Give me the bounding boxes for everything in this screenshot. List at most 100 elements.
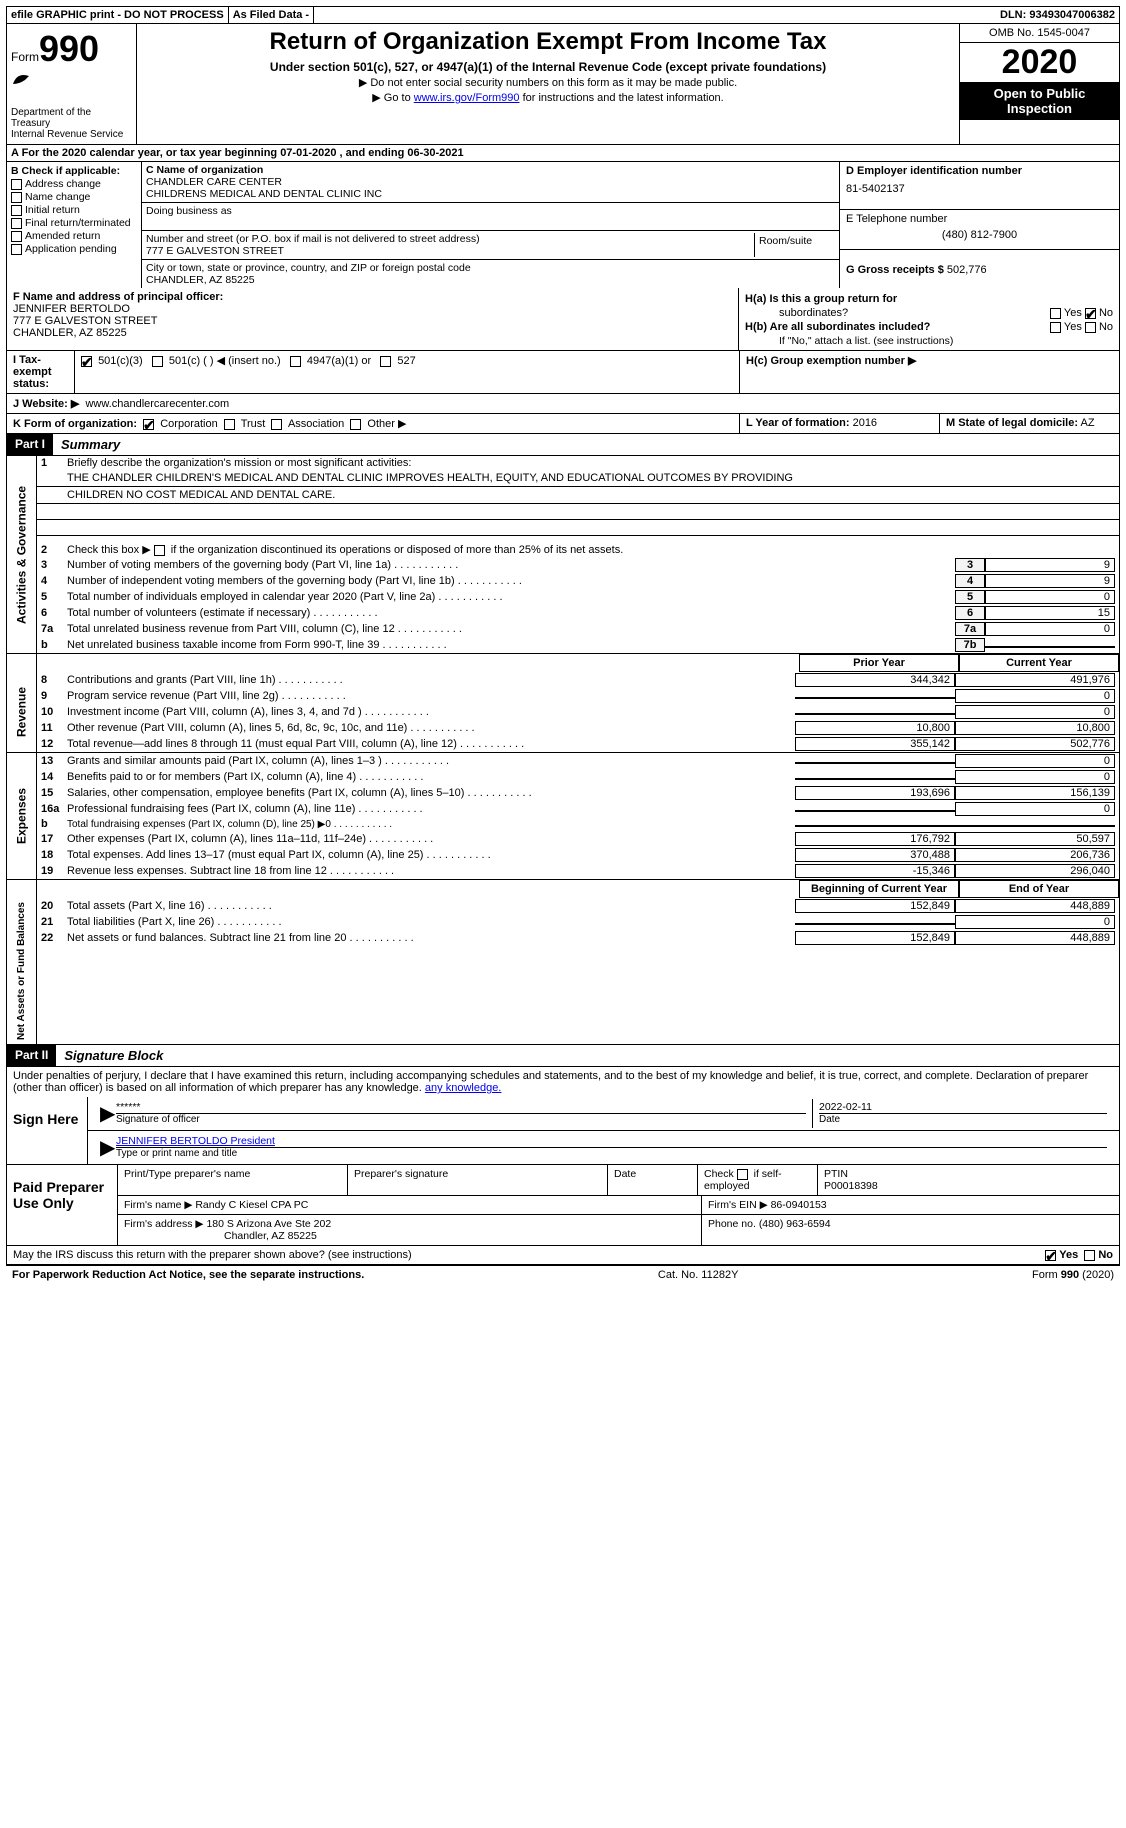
i-501c[interactable] <box>152 356 163 367</box>
gov-line-7b: bNet unrelated business taxable income f… <box>37 637 1119 653</box>
hdr-end: End of Year <box>959 880 1119 898</box>
officer-addr2: CHANDLER, AZ 85225 <box>13 327 732 339</box>
form-number: 990 <box>39 28 99 69</box>
paid-preparer-label: Paid Preparer Use Only <box>7 1165 117 1245</box>
section-deg: D Employer identification number 81-5402… <box>839 162 1119 288</box>
data-line-b: bTotal fundraising expenses (Part IX, co… <box>37 817 1119 831</box>
public-inspection: Open to Public Inspection <box>960 82 1119 120</box>
hdr-current-year: Current Year <box>959 654 1119 672</box>
check-app-pending[interactable] <box>11 244 22 255</box>
i-label: I Tax-exempt status: <box>13 354 52 390</box>
data-line-21: 21Total liabilities (Part X, line 26)0 <box>37 914 1119 930</box>
firm-phone: (480) 963-6594 <box>759 1218 831 1230</box>
knowledge-link[interactable]: any knowledge. <box>425 1082 501 1094</box>
firm-name: Randy C Kiesel CPA PC <box>195 1199 308 1211</box>
data-line-17: 17Other expenses (Part IX, column (A), l… <box>37 831 1119 847</box>
tax-year: 2020 <box>960 43 1119 82</box>
part-2-header: Part II Signature Block <box>6 1045 1120 1067</box>
data-line-13: 13Grants and similar amounts paid (Part … <box>37 753 1119 769</box>
check-self-employed[interactable] <box>737 1169 748 1180</box>
data-line-12: 12Total revenue—add lines 8 through 11 (… <box>37 736 1119 752</box>
discuss-yes[interactable] <box>1045 1250 1056 1261</box>
firm-addr1: 180 S Arizona Ave Ste 202 <box>206 1218 331 1230</box>
street-address: 777 E GALVESTON STREET <box>146 245 754 257</box>
k-other[interactable] <box>350 419 361 430</box>
room-label: Room/suite <box>755 233 835 257</box>
gov-line-7a: 7aTotal unrelated business revenue from … <box>37 621 1119 637</box>
sign-date: 2022-02-11 <box>819 1101 1107 1113</box>
as-filed: As Filed Data - <box>229 7 314 23</box>
section-h: H(a) Is this a group return for subordin… <box>739 288 1119 350</box>
side-expenses: Expenses <box>7 753 37 879</box>
ha-no[interactable] <box>1085 308 1096 319</box>
hb-yes[interactable] <box>1050 322 1061 333</box>
check-address-change[interactable] <box>11 179 22 190</box>
i-527[interactable] <box>380 356 391 367</box>
row-a-tax-year: A For the 2020 calendar year, or tax yea… <box>6 145 1120 162</box>
dept-label: Department of the Treasury Internal Reve… <box>11 107 132 140</box>
form-header: Form990 Department of the Treasury Inter… <box>6 24 1120 145</box>
org-name-2: CHILDRENS MEDICAL AND DENTAL CLINIC INC <box>146 188 835 200</box>
mission-text-2: CHILDREN NO COST MEDICAL AND DENTAL CARE… <box>37 487 1119 504</box>
officer-name-link[interactable]: JENNIFER BERTOLDO President <box>116 1135 275 1147</box>
k-corp[interactable] <box>143 419 154 430</box>
check-discontinued[interactable] <box>154 545 165 556</box>
data-line-22: 22Net assets or fund balances. Subtract … <box>37 930 1119 946</box>
top-bar: efile GRAPHIC print - DO NOT PROCESS As … <box>6 6 1120 24</box>
side-revenue: Revenue <box>7 672 37 752</box>
form-title: Return of Organization Exempt From Incom… <box>141 28 955 56</box>
ha-yes[interactable] <box>1050 308 1061 319</box>
addr-label: Number and street (or P.O. box if mail i… <box>146 233 754 245</box>
j-label: J Website: ▶ <box>13 398 79 410</box>
discuss-no[interactable] <box>1084 1250 1095 1261</box>
form-label: Form <box>11 50 39 64</box>
section-f: F Name and address of principal officer:… <box>7 288 739 350</box>
form-subtitle: Under section 501(c), 527, or 4947(a)(1)… <box>141 60 955 74</box>
firm-addr2: Chandler, AZ 85225 <box>124 1230 317 1242</box>
check-initial-return[interactable] <box>11 205 22 216</box>
ptin: P00018398 <box>824 1180 878 1192</box>
data-line-11: 11Other revenue (Part VIII, column (A), … <box>37 720 1119 736</box>
dba-label: Doing business as <box>146 205 232 217</box>
treasury-seal-icon <box>11 70 31 86</box>
k-trust[interactable] <box>224 419 235 430</box>
hdr-prior-year: Prior Year <box>799 654 959 672</box>
data-line-19: 19Revenue less expenses. Subtract line 1… <box>37 863 1119 879</box>
instr-ssn: ▶ Do not enter social security numbers o… <box>141 76 955 89</box>
phone: (480) 812-7900 <box>846 229 1113 241</box>
section-b: B Check if applicable: Address change Na… <box>7 162 142 288</box>
sign-here-label: Sign Here <box>7 1097 87 1164</box>
discuss-question: May the IRS discuss this return with the… <box>13 1249 412 1261</box>
side-net-assets: Net Assets or Fund Balances <box>7 898 37 1044</box>
firm-ein: 86-0940153 <box>771 1199 827 1211</box>
city-state-zip: CHANDLER, AZ 85225 <box>146 274 835 286</box>
irs-link[interactable]: www.irs.gov/Form990 <box>414 92 520 104</box>
g-label: G Gross receipts $ <box>846 264 944 276</box>
check-amended[interactable] <box>11 231 22 242</box>
i-4947[interactable] <box>290 356 301 367</box>
c-label: C Name of organization <box>146 164 835 176</box>
k-label: K Form of organization: <box>13 418 137 430</box>
data-line-10: 10Investment income (Part VIII, column (… <box>37 704 1119 720</box>
gov-line-6: 6Total number of volunteers (estimate if… <box>37 605 1119 621</box>
d-label: D Employer identification number <box>846 165 1113 177</box>
side-activities-governance: Activities & Governance <box>7 456 37 653</box>
section-c: C Name of organization CHANDLER CARE CEN… <box>142 162 839 288</box>
hb-no[interactable] <box>1085 322 1096 333</box>
org-name-1: CHANDLER CARE CENTER <box>146 176 835 188</box>
instr-link: ▶ Go to www.irs.gov/Form990 for instruct… <box>141 91 955 104</box>
check-name-change[interactable] <box>11 192 22 203</box>
officer-addr1: 777 E GALVESTON STREET <box>13 315 732 327</box>
gross-receipts: 502,776 <box>947 264 987 276</box>
efile-notice: efile GRAPHIC print - DO NOT PROCESS <box>7 7 229 23</box>
k-assoc[interactable] <box>271 419 282 430</box>
i-501c3[interactable] <box>81 356 92 367</box>
gov-line-3: 3Number of voting members of the governi… <box>37 557 1119 573</box>
year-formation: 2016 <box>853 417 877 429</box>
check-final-return[interactable] <box>11 218 22 229</box>
website: www.chandlercarecenter.com <box>85 398 229 410</box>
city-label: City or town, state or province, country… <box>146 262 835 274</box>
data-line-16a: 16aProfessional fundraising fees (Part I… <box>37 801 1119 817</box>
data-line-14: 14Benefits paid to or for members (Part … <box>37 769 1119 785</box>
mission-text-1: THE CHANDLER CHILDREN'S MEDICAL AND DENT… <box>37 470 1119 487</box>
